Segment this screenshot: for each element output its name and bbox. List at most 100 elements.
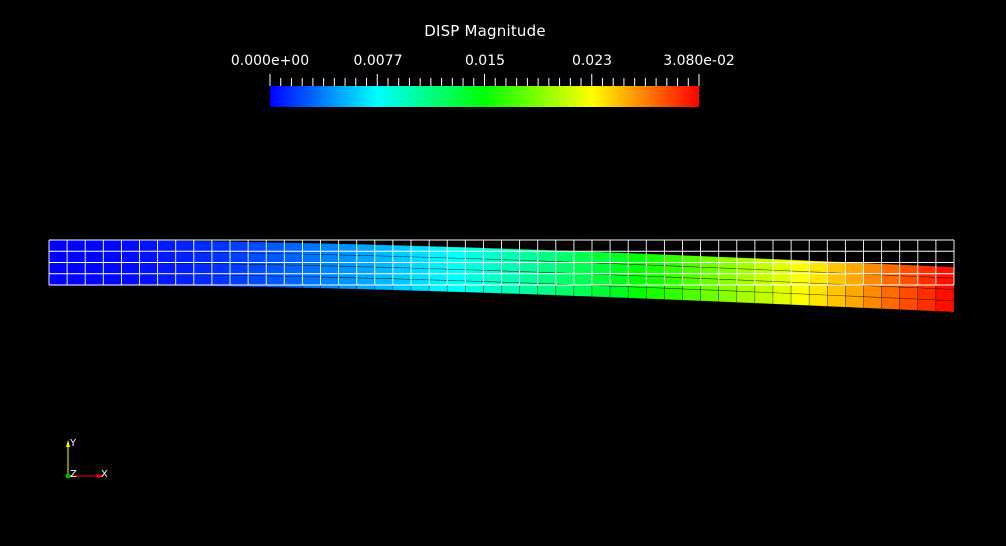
legend-tick-label-2: 0.015 [464,53,506,69]
mesh-cell [356,243,376,257]
mesh-cell [754,280,774,294]
mesh-cell [428,245,448,259]
mesh-cell [899,275,919,289]
mesh-cell [302,265,321,278]
mesh-cell [483,247,502,260]
mesh-cell [121,239,140,252]
mesh-cell [501,259,520,272]
mesh-cell [84,239,104,252]
mesh-cell [935,299,955,313]
mesh-cell [863,296,882,310]
mesh-cell [103,239,122,252]
mesh-cell [790,259,810,273]
legend-tick-label-3: 0.023 [571,53,613,69]
mesh-cell [320,276,339,290]
mesh-cell [664,287,683,301]
mesh-cell [121,262,140,275]
mesh-cell [265,241,285,255]
mesh-cell [772,281,792,294]
mesh-cell [103,273,122,286]
mesh-cell [736,290,756,304]
mesh-cell [591,262,611,276]
mesh-cell [826,294,846,308]
mesh-cell [48,262,68,275]
mesh-cell [175,262,195,276]
mesh-cell [826,283,846,297]
mesh-cell [193,251,213,265]
legend-tick-label-4: 3.080e-02 [663,53,735,69]
mesh-cell [736,257,756,270]
color-bar-gradient [270,86,699,107]
mesh-cell [428,268,448,281]
mesh-cell [790,270,810,284]
mesh-cell [338,277,358,290]
mesh-cell [845,261,864,275]
mesh-cell [446,246,466,259]
mesh-cell [66,239,86,252]
mesh-cell [283,264,303,277]
mesh-cell [573,250,593,264]
mesh-cell [428,257,448,270]
mesh-cell [356,255,376,268]
mesh-cell [573,273,593,286]
undeformed-wireframe [48,239,955,286]
mesh-cell [175,274,195,287]
mesh-cell [265,253,285,266]
x-axis-label: X [101,469,108,480]
mesh-cell [935,265,955,279]
mesh-cell [302,253,321,267]
mesh-cell [464,269,484,282]
mesh-cell [718,290,738,303]
mesh-cell [591,251,611,264]
color-bar [269,74,700,107]
mesh-cell [446,268,466,282]
mesh-cell [157,240,176,253]
mesh-cell [555,261,575,274]
mesh-cell [175,251,195,264]
mesh-cell [283,275,303,289]
mesh-cell [899,298,919,311]
mesh-cell [881,285,901,299]
mesh-cell [573,261,593,275]
mesh-cell [483,270,502,283]
mesh-cell [917,298,937,312]
mesh-cell [555,250,575,263]
mesh-cell [193,240,213,253]
mesh-cell [483,281,502,294]
mesh-cell [428,279,448,293]
mesh-cell [374,278,394,291]
mesh-cell [84,273,104,286]
mesh-cell [302,242,321,255]
mesh-cell [664,276,683,290]
z-axis-label: Z [70,469,77,480]
mesh-cell [917,265,937,278]
mesh-cell [66,250,86,263]
mesh-cell [935,288,955,302]
mesh-cell [754,269,774,282]
mesh-cell [700,278,720,291]
mesh-cell [645,253,665,267]
mesh-cell [573,284,593,297]
mesh-cell [374,244,394,257]
mesh-cell [917,287,937,301]
mesh-cell [664,265,683,279]
mesh-cell [48,273,68,286]
mesh-cell [66,273,86,286]
axes-triad: Y Z X [65,438,108,480]
mesh-cell [139,251,158,264]
mesh-cell [627,286,647,300]
mesh-cell [356,266,376,279]
mesh-cell [193,274,213,287]
mesh-cell [356,277,376,290]
mesh-cell [682,277,701,291]
mesh-cell [754,257,774,271]
mesh-cell [790,293,810,306]
mesh-cell [501,281,520,295]
mesh-cell [627,275,647,288]
mesh-cell [66,262,86,275]
mesh-cell [808,294,828,307]
mesh-cell [935,277,955,290]
mesh-cell [175,240,195,253]
